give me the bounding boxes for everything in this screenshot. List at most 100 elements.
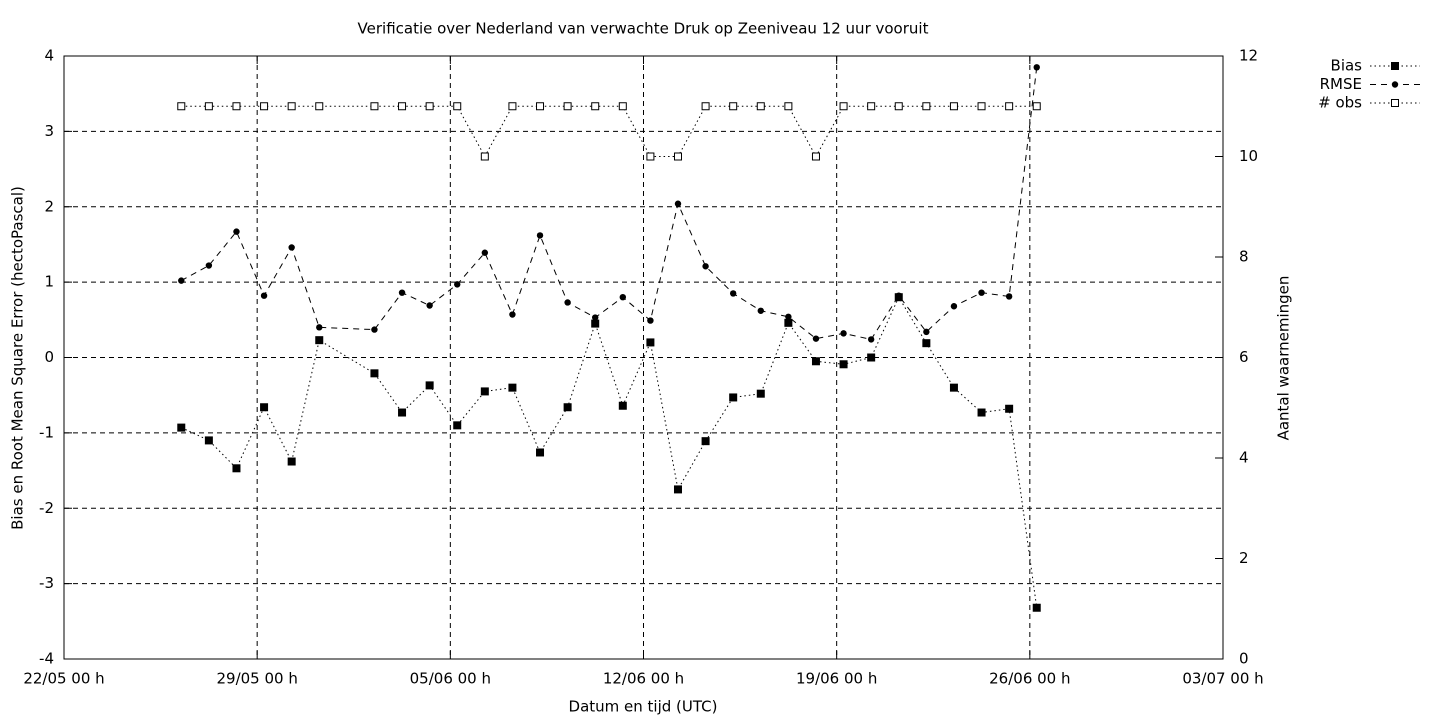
data-point xyxy=(978,289,985,296)
data-point xyxy=(591,102,600,111)
data-point xyxy=(315,102,324,111)
y-tick-label: -1 xyxy=(39,423,54,441)
data-point xyxy=(729,393,738,402)
data-point xyxy=(288,244,295,251)
data-point xyxy=(178,277,185,284)
data-point xyxy=(232,102,241,111)
data-point xyxy=(508,383,517,392)
legend-label: # obs xyxy=(1318,94,1362,112)
data-point xyxy=(701,102,710,111)
data-point xyxy=(592,314,599,321)
data-point xyxy=(1032,102,1041,111)
data-point xyxy=(233,228,240,235)
data-point xyxy=(591,319,600,328)
data-point xyxy=(673,485,682,494)
y-tick-label: -2 xyxy=(39,499,54,517)
y-tick-label: 3 xyxy=(44,122,54,140)
data-point xyxy=(811,152,820,161)
data-point xyxy=(371,326,378,333)
data-point xyxy=(480,152,489,161)
data-point xyxy=(536,232,544,239)
data-point xyxy=(563,102,572,111)
data-point xyxy=(756,102,765,111)
x-tick-label: 12/06 00 h xyxy=(603,670,684,688)
data-point xyxy=(454,281,461,288)
data-point xyxy=(840,330,847,337)
y-tick-label: -4 xyxy=(39,650,54,668)
data-point xyxy=(481,249,489,256)
data-point xyxy=(922,339,931,348)
y2-tick-label: 12 xyxy=(1239,47,1258,65)
data-point xyxy=(287,102,296,111)
x-tick-label: 05/06 00 h xyxy=(410,670,491,688)
x-tick-label: 19/06 00 h xyxy=(796,670,877,688)
data-point xyxy=(839,102,848,111)
y-axis-label: Bias en Root Mean Square Error (hectoPas… xyxy=(9,186,27,530)
x-tick-label: 29/05 00 h xyxy=(216,670,297,688)
data-point xyxy=(812,335,820,342)
data-point xyxy=(673,152,682,161)
y-tick-label: 4 xyxy=(44,47,54,65)
data-point xyxy=(674,200,682,207)
y2-tick-label: 8 xyxy=(1239,248,1249,266)
data-point xyxy=(398,102,407,111)
legend-label: RMSE xyxy=(1320,75,1362,93)
data-point xyxy=(425,102,434,111)
data-point xyxy=(260,102,269,111)
data-point xyxy=(536,102,545,111)
data-point xyxy=(1005,102,1014,111)
data-point xyxy=(729,290,737,297)
data-point xyxy=(923,328,930,336)
data-point xyxy=(316,324,323,331)
data-point xyxy=(204,436,213,445)
data-point xyxy=(260,403,269,412)
data-point xyxy=(702,263,709,270)
data-point xyxy=(425,381,434,390)
data-point xyxy=(785,313,792,320)
y2-tick-label: 2 xyxy=(1239,549,1249,567)
data-point xyxy=(204,102,213,111)
data-point xyxy=(536,448,545,457)
data-point xyxy=(370,369,379,378)
y2-axis-label: Aantal waarnemingen xyxy=(1275,276,1293,441)
data-point xyxy=(784,318,793,327)
data-point xyxy=(232,464,241,473)
data-point xyxy=(922,102,931,111)
data-point xyxy=(977,102,986,111)
data-point xyxy=(839,360,848,369)
data-point xyxy=(177,102,186,111)
y2-tick-label: 0 xyxy=(1239,650,1249,668)
data-point xyxy=(1032,603,1041,612)
data-point xyxy=(370,102,379,111)
data-point xyxy=(260,292,268,299)
data-point xyxy=(287,457,296,466)
data-point xyxy=(509,311,516,318)
data-point xyxy=(950,303,958,310)
data-point xyxy=(564,299,571,306)
data-point xyxy=(867,353,876,362)
y2-tick-label: 4 xyxy=(1239,449,1249,467)
data-point xyxy=(398,289,406,296)
data-point xyxy=(729,102,738,111)
data-point xyxy=(426,302,433,309)
data-point xyxy=(784,102,793,111)
data-point xyxy=(894,102,903,111)
data-point xyxy=(977,408,986,417)
legend-marker xyxy=(1391,99,1399,107)
data-point xyxy=(949,383,958,392)
data-point xyxy=(618,102,627,111)
x-tick-label: 26/06 00 h xyxy=(989,670,1070,688)
chart-title: Verificatie over Nederland van verwachte… xyxy=(358,20,929,38)
data-point xyxy=(563,403,572,412)
y-tick-label: 2 xyxy=(44,197,54,215)
data-point xyxy=(619,294,627,301)
x-tick-label: 22/05 00 h xyxy=(23,670,104,688)
data-point xyxy=(1005,404,1014,413)
legend-label: Bias xyxy=(1331,57,1363,75)
data-point xyxy=(177,423,186,432)
data-point xyxy=(646,152,655,161)
data-point xyxy=(895,292,902,299)
data-point xyxy=(867,102,876,111)
